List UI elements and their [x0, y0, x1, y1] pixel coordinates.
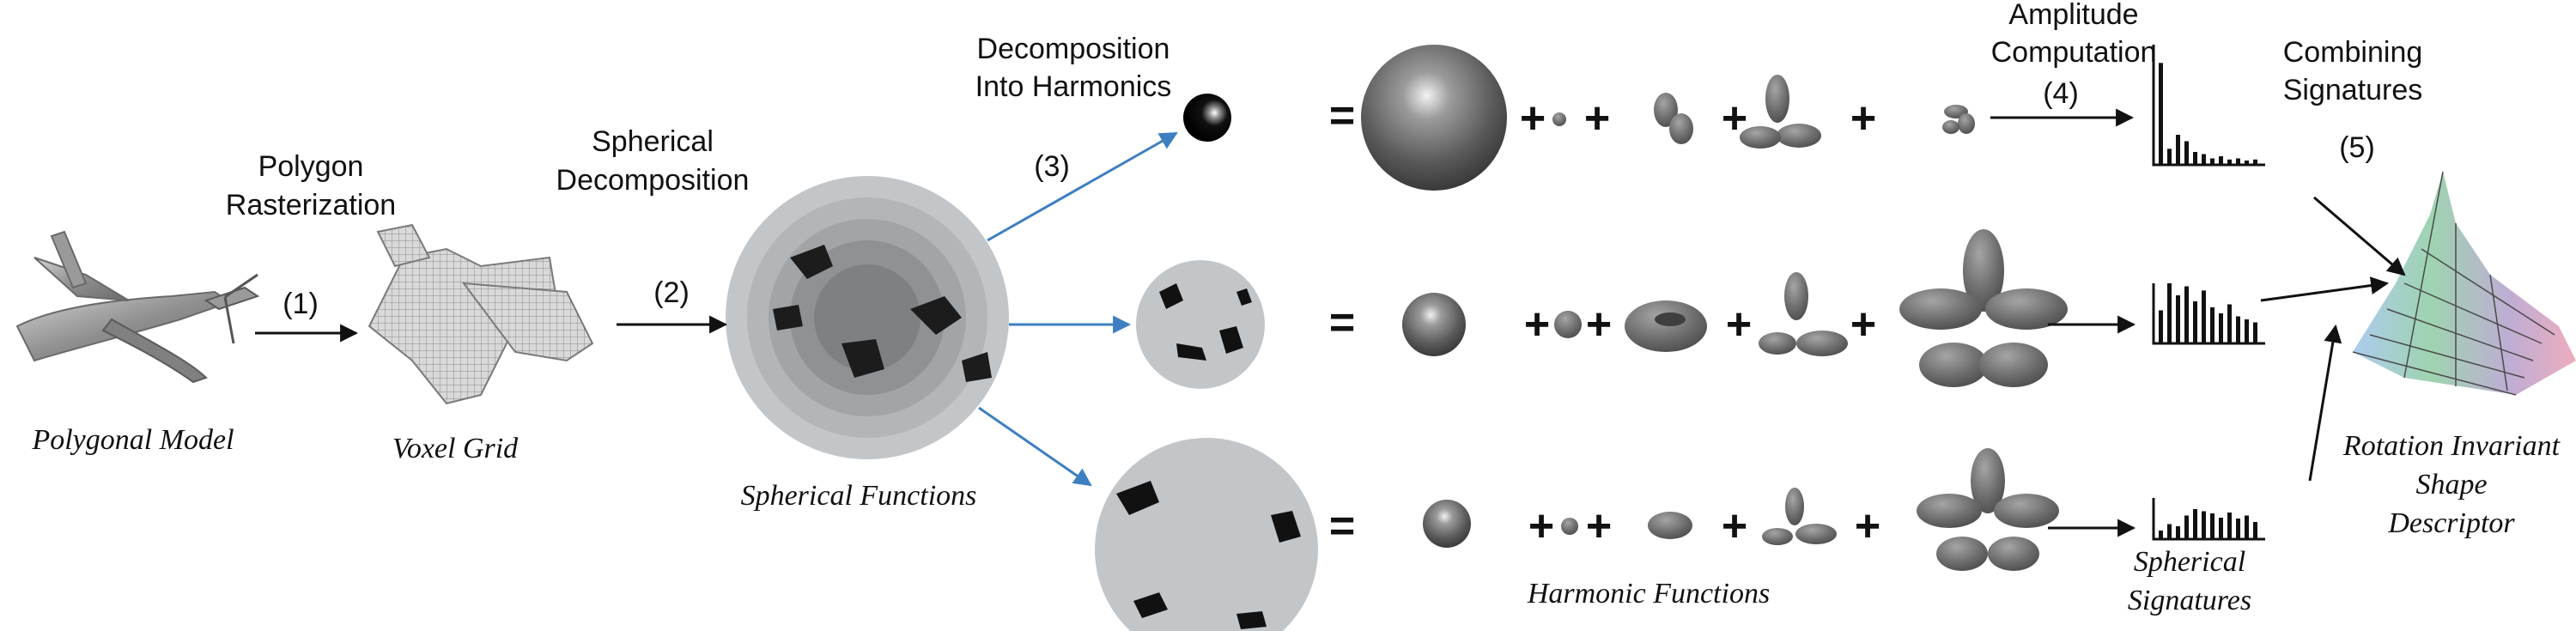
- step-3-label-line-1: Decomposition: [977, 33, 1170, 65]
- signature-bar: [2167, 524, 2172, 539]
- signature-bar: [2227, 304, 2232, 343]
- caption-spherical-signatures-line-1: Spherical: [2134, 546, 2245, 578]
- caption-spherical-signatures-line-2: Signatures: [2128, 585, 2251, 616]
- caption-polygonal-model: Polygonal Model: [31, 424, 234, 456]
- concentric-spheres: [726, 176, 1009, 459]
- equals-row-1: =: [1329, 91, 1355, 141]
- step-4-label-line-2: Computation: [1991, 36, 2157, 69]
- step-5-label-line-1: Combining: [2283, 36, 2423, 69]
- plus-r1-4: +: [1850, 94, 1876, 143]
- plus-r1-1: +: [1520, 94, 1546, 143]
- signature-bar: [2253, 159, 2257, 166]
- signature-bar: [2253, 322, 2257, 343]
- step-2-label-line-2: Decomposition: [556, 164, 750, 197]
- arrow-blue-bottom: [978, 406, 1092, 487]
- sphere-l2: [1095, 438, 1318, 631]
- signature-bar: [2210, 158, 2215, 165]
- signature-bar: [2210, 307, 2215, 343]
- plus-r2-1: +: [1524, 300, 1550, 349]
- caption-harmonic-functions: Harmonic Functions: [1527, 578, 1770, 610]
- airplane-model: [15, 230, 260, 384]
- plus-r3-1: +: [1528, 501, 1554, 551]
- step-4-label-line-1: Amplitude: [2008, 0, 2138, 31]
- arrow-combine-row-3: [2308, 324, 2342, 482]
- step-2-label-line-1: Spherical: [592, 125, 714, 158]
- voxel-grid: [368, 223, 594, 405]
- harmonics-row-3: [1423, 448, 2059, 571]
- caption-descriptor-line-2: Shape: [2415, 469, 2487, 501]
- step-2-number: (2): [653, 276, 690, 309]
- arrow-combine-row-2: [2260, 276, 2390, 302]
- signature-bar: [2202, 290, 2206, 343]
- plus-r1-2: +: [1584, 94, 1610, 143]
- step-1-label-line-2: Rasterization: [226, 189, 396, 221]
- plus-r3-3: +: [1722, 501, 1747, 551]
- signature-row-2: [2152, 283, 2265, 345]
- plus-r3-2: +: [1586, 501, 1612, 551]
- step-1-number: (1): [283, 288, 319, 320]
- sphere-l1: [1136, 260, 1265, 389]
- step-3-label-line-2: Into Harmonics: [975, 70, 1172, 103]
- equals-row-3: =: [1329, 501, 1355, 551]
- step-4-number: (4): [2043, 77, 2079, 110]
- arrow-combine-row-1: [2313, 196, 2406, 276]
- plus-r2-4: +: [1850, 300, 1876, 349]
- signature-bar: [2184, 515, 2189, 539]
- plus-r1-3: +: [1722, 94, 1747, 143]
- signature-bar: [2236, 519, 2240, 539]
- sphere-l0: [1183, 94, 1231, 142]
- signature-bar: [2245, 161, 2249, 165]
- step-3-number: (3): [1034, 150, 1070, 183]
- equals-row-2: =: [1329, 298, 1355, 348]
- signature-bar: [2219, 518, 2223, 539]
- arrow-blue-top: [987, 131, 1178, 242]
- signature-row-1: [2152, 45, 2265, 167]
- signature-bar: [2227, 159, 2232, 166]
- signature-row-3: [2152, 498, 2265, 541]
- signature-bar: [2184, 286, 2189, 343]
- signature-axis: [2152, 45, 2265, 167]
- signature-bar: [2193, 301, 2197, 343]
- signature-bar: [2167, 149, 2172, 166]
- caption-descriptor-line-1: Rotation Invariant: [2342, 430, 2561, 462]
- signature-bar: [2202, 511, 2206, 539]
- signature-bar: [2236, 158, 2240, 165]
- plus-r3-4: +: [1855, 501, 1880, 551]
- signature-bar: [2159, 63, 2163, 166]
- signature-bar: [2176, 295, 2180, 343]
- signature-bar: [2245, 319, 2249, 343]
- step-5-number: (5): [2339, 131, 2375, 164]
- caption-spherical-functions: Spherical Functions: [741, 480, 977, 512]
- signature-bar: [2219, 313, 2223, 343]
- signature-bar: [2210, 513, 2215, 539]
- signature-bar: [2236, 316, 2240, 343]
- signature-bar: [2227, 513, 2232, 539]
- signature-bar: [2159, 310, 2163, 343]
- step-1-label-line-1: Polygon: [258, 150, 364, 183]
- harmonics-row-2: [1402, 229, 2068, 387]
- signature-bar: [2253, 522, 2257, 539]
- harmonics-row-1: [1361, 45, 1975, 191]
- signature-bar: [2245, 515, 2249, 539]
- signature-bar: [2193, 509, 2197, 539]
- step-5-label-line-2: Signatures: [2283, 74, 2423, 106]
- signature-bar: [2193, 152, 2197, 165]
- caption-descriptor-line-3: Descriptor: [2387, 507, 2515, 539]
- caption-voxel-grid: Voxel Grid: [392, 433, 519, 464]
- signature-bar: [2202, 154, 2206, 165]
- signature-bar: [2159, 531, 2163, 539]
- signature-bar: [2184, 141, 2189, 165]
- signature-bar: [2167, 283, 2172, 343]
- signature-bar: [2219, 156, 2223, 165]
- plus-r2-3: +: [1726, 300, 1752, 349]
- shape-descriptor-plot: [2352, 171, 2576, 396]
- arrows: [255, 108, 2406, 537]
- signature-bar: [2176, 526, 2180, 539]
- signature-bar: [2176, 135, 2180, 165]
- plus-r2-2: +: [1586, 300, 1612, 349]
